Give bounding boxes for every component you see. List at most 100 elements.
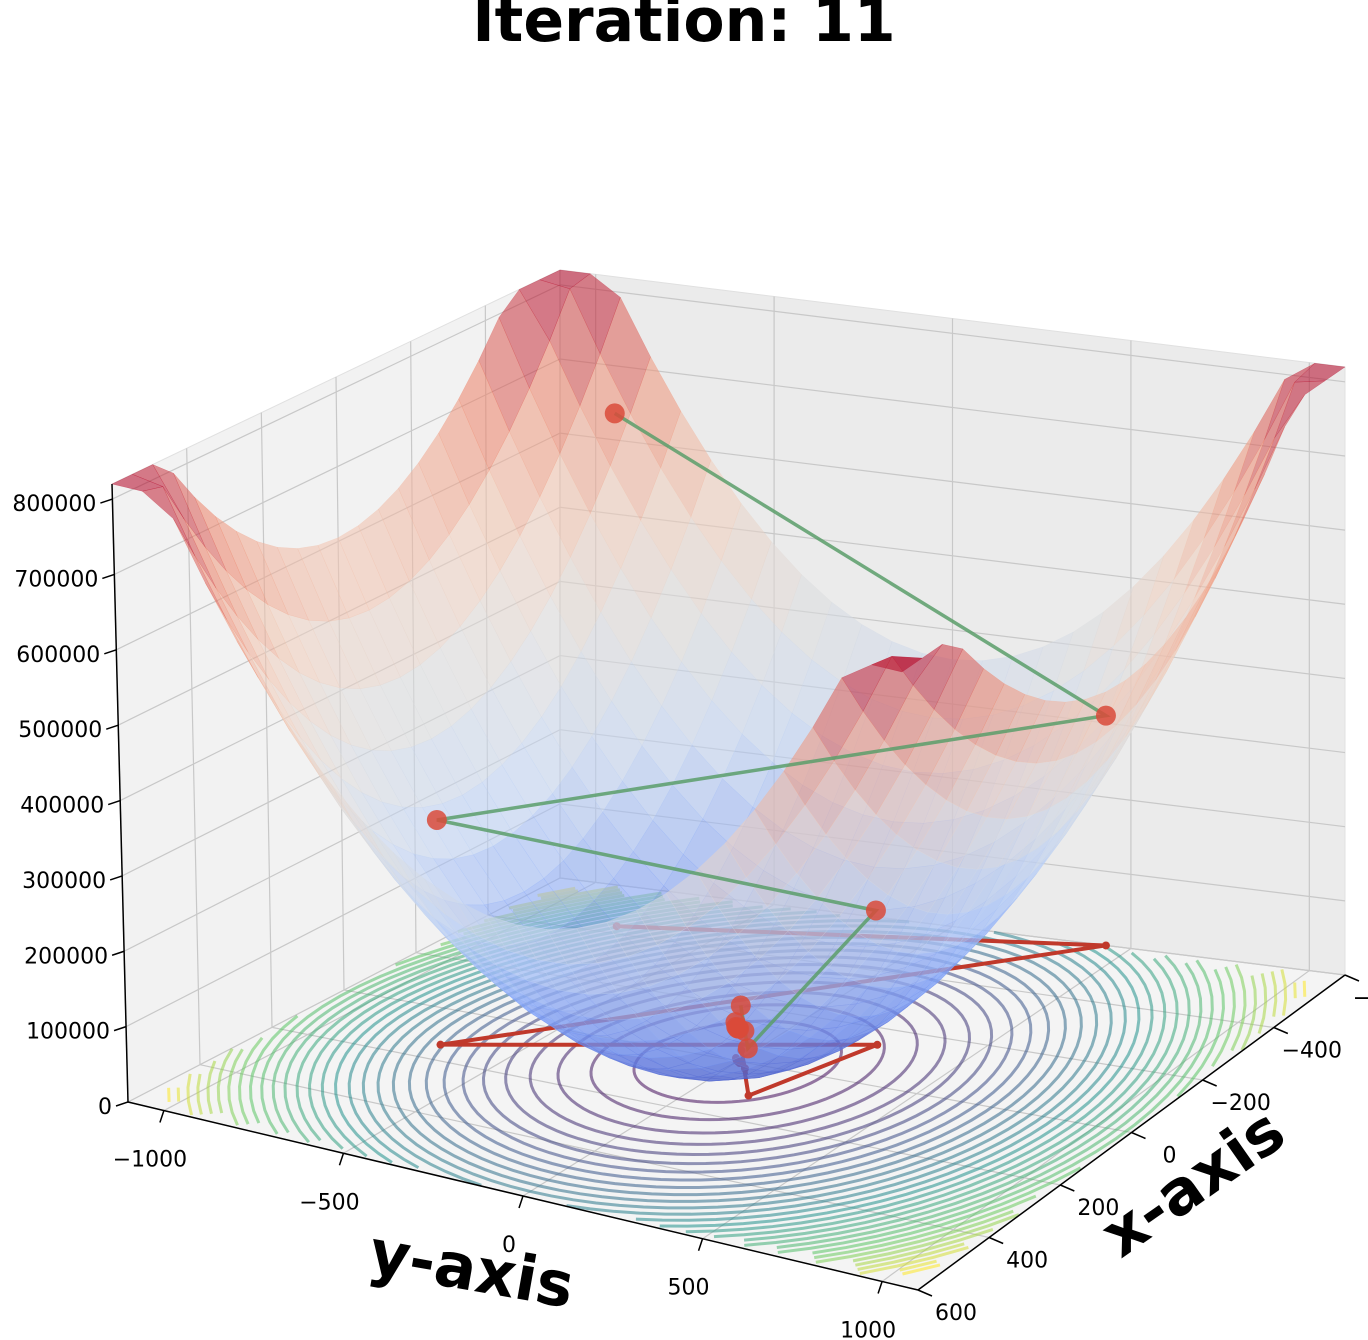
floor-path-point	[436, 1040, 445, 1049]
contour-line	[566, 930, 1113, 1216]
z-tick-mark	[100, 498, 113, 504]
y-tick-label: −500	[299, 1190, 359, 1215]
contour-line	[777, 959, 1214, 1254]
x-tick-label: 200	[1077, 1196, 1119, 1221]
contour-line	[1280, 969, 1288, 1016]
floor-path-point	[744, 1091, 753, 1100]
descent-path-point	[737, 1038, 758, 1059]
x-tick-label: 600	[935, 1301, 977, 1326]
contour-line	[1240, 975, 1257, 1051]
contour-line	[1230, 964, 1247, 1052]
z-tick-mark	[111, 950, 125, 956]
surface-patch	[606, 910, 658, 957]
z-axis-line	[111, 483, 129, 1103]
y-axis-label: y-axis	[364, 1215, 580, 1323]
surface-patch	[268, 694, 322, 779]
contour-line	[902, 1263, 941, 1276]
y-tick-label: 1000	[840, 1318, 896, 1340]
contour-line	[186, 1073, 194, 1116]
contour-line	[635, 941, 1127, 1222]
z-tick-label: 200000	[24, 944, 108, 969]
z-tick-mark	[104, 649, 117, 655]
grid-line-y	[881, 362, 1310, 1282]
z-tick-label: 500000	[18, 718, 102, 743]
axis-ticks: −600−400−2000200400600−1000−500050010000…	[12, 492, 1368, 1340]
z-tick-mark	[115, 1101, 129, 1107]
contour-line	[249, 1014, 299, 1124]
y-tick-mark	[518, 1195, 524, 1209]
surface-patch	[423, 878, 477, 935]
descent-path-point	[865, 900, 886, 921]
contour-line	[899, 1259, 937, 1272]
contour-line	[659, 943, 1141, 1228]
z-tick-label: 0	[98, 1095, 112, 1120]
descent-path-point	[426, 809, 447, 830]
descent-path	[426, 403, 1116, 1059]
z-tick-label: 100000	[26, 1020, 110, 1045]
x-tick-label: −200	[1210, 1091, 1270, 1116]
z-tick-mark	[107, 799, 121, 806]
z-tick-mark	[106, 724, 119, 730]
surface-patch	[141, 486, 196, 556]
x-tick-mark	[988, 1236, 1004, 1245]
surface-patch	[636, 893, 688, 946]
y-tick-label: 500	[668, 1276, 710, 1301]
y-tick-mark	[159, 1110, 165, 1123]
y-tick-mark	[338, 1153, 345, 1166]
contour-line	[1257, 973, 1268, 1034]
surface-mesh	[111, 269, 1346, 1082]
y-tick-mark	[877, 1281, 883, 1294]
z-tick-label: 300000	[22, 869, 106, 894]
contour-line	[206, 1060, 217, 1115]
surface-patch	[724, 809, 777, 878]
contour-line	[227, 1048, 244, 1126]
y-tick-mark	[697, 1238, 704, 1251]
contour-line	[857, 1242, 965, 1271]
contour-line	[855, 1228, 994, 1267]
contour-line	[1270, 971, 1278, 1017]
floor-path-point	[1101, 941, 1110, 950]
x-tick-label: −600	[1353, 986, 1368, 1011]
descent-path-point	[604, 403, 625, 424]
contour-line	[813, 1194, 1037, 1260]
contour-line	[1211, 966, 1236, 1068]
contour-line	[685, 947, 1154, 1234]
contour-line	[1176, 968, 1225, 1098]
x-tick-mark	[1131, 1131, 1146, 1140]
z-tick-mark	[109, 875, 123, 881]
contour-line	[744, 954, 1191, 1247]
x-tick-mark	[1273, 1026, 1289, 1035]
x-tick-mark	[1344, 974, 1360, 982]
z-tick-mark	[102, 573, 115, 580]
floor-path-point	[873, 1040, 882, 1049]
x-tick-mark	[917, 1289, 933, 1297]
contour-line	[815, 1209, 1014, 1264]
surface-patch	[111, 473, 164, 492]
x-tick-label: −400	[1282, 1039, 1342, 1064]
contour-line	[852, 1213, 1020, 1263]
contour-line	[1293, 982, 1297, 999]
contour-line	[1302, 980, 1307, 997]
surface-patch	[330, 784, 384, 858]
contour-line	[238, 1036, 264, 1125]
z-tick-label: 400000	[20, 794, 104, 819]
contour-line	[216, 1047, 234, 1114]
x-tick-label: 400	[1006, 1249, 1048, 1274]
contour-line	[859, 1246, 969, 1276]
z-tick-label: 600000	[16, 643, 100, 668]
descent-path-point	[1095, 705, 1116, 726]
contour-line	[743, 957, 1179, 1242]
surface-patch	[299, 741, 353, 821]
surface-patch	[362, 820, 415, 889]
z-tick-label: 700000	[14, 567, 98, 592]
x-tick-mark	[1202, 1079, 1217, 1087]
descent-path-point	[727, 1018, 748, 1039]
contour-line	[812, 1166, 1082, 1255]
y-tick-label: 0	[502, 1233, 516, 1258]
z-tick-mark	[113, 1025, 127, 1032]
x-tick-label: 0	[1163, 1144, 1177, 1169]
contour-line	[713, 951, 1167, 1239]
y-tick-label: −1000	[113, 1148, 187, 1173]
z-tick-label: 800000	[12, 492, 96, 517]
